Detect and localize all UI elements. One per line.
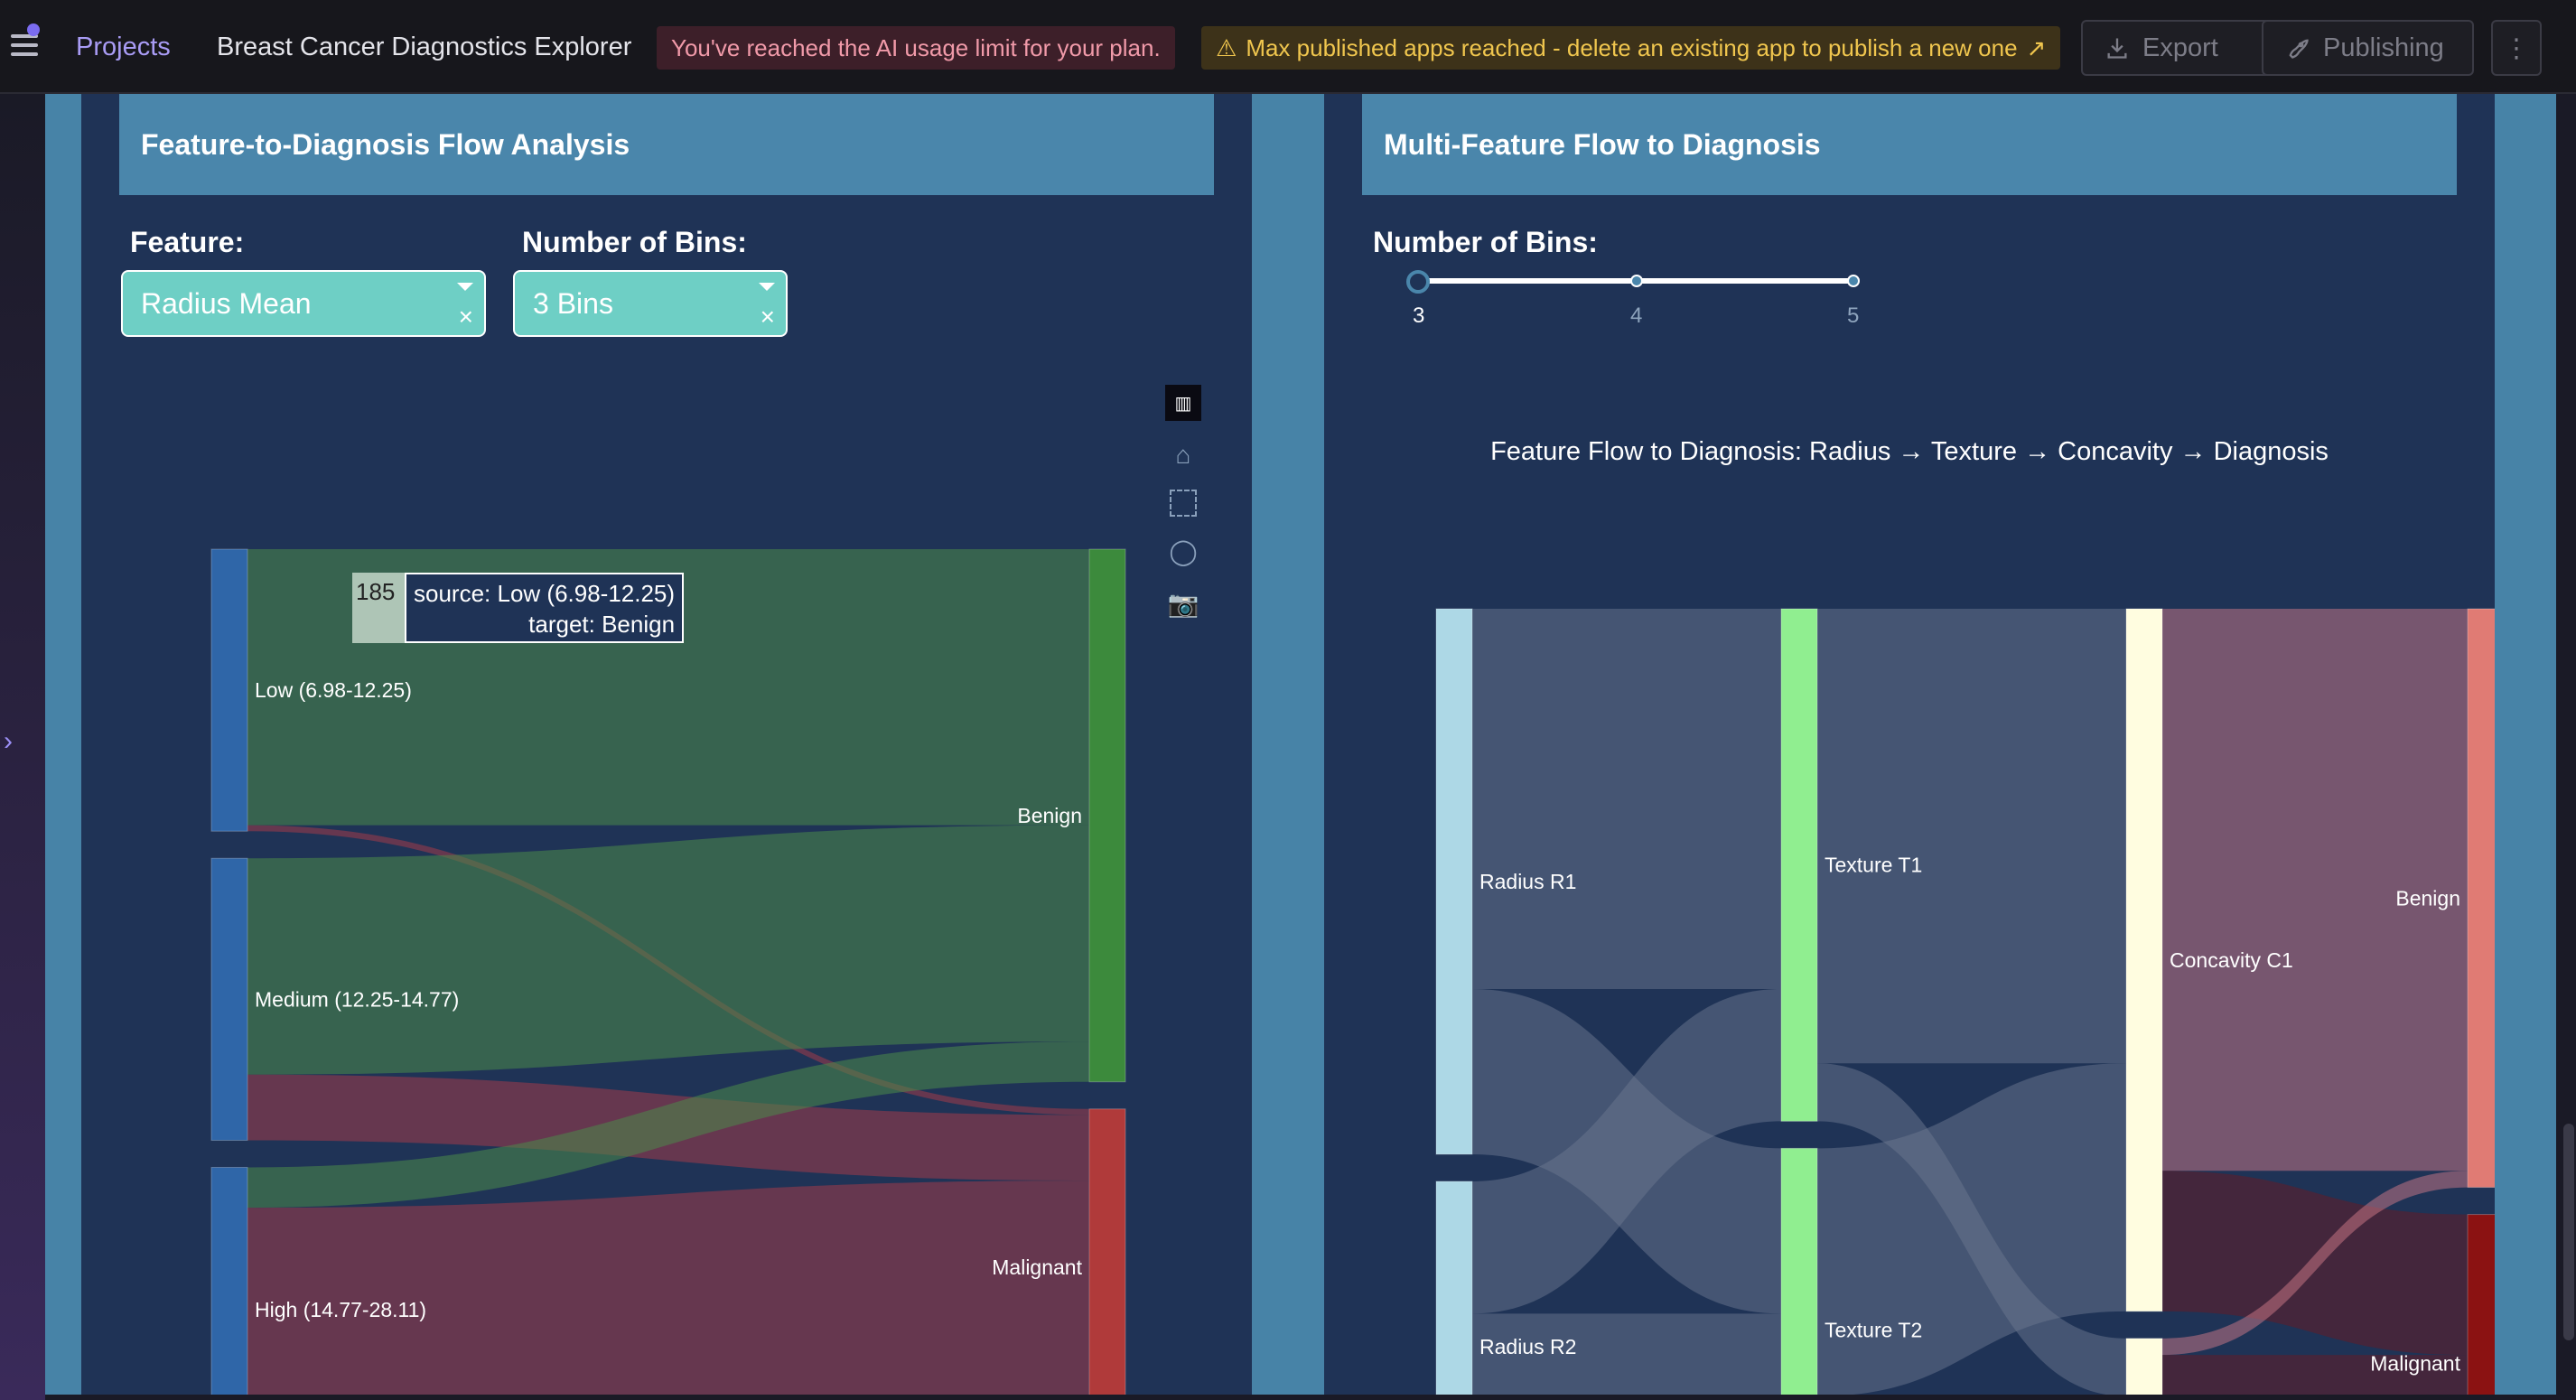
app-title: Breast Cancer Diagnostics Explorer bbox=[217, 33, 632, 61]
rocket-icon bbox=[2289, 39, 2309, 59]
sankey-node-label: Radius R2 bbox=[1479, 1335, 1576, 1358]
publish-warning-badge[interactable]: ⚠ Max published apps reached - delete an… bbox=[1201, 26, 2061, 70]
slider-step-5[interactable] bbox=[1847, 275, 1860, 287]
sankey-node-label: Medium (12.25-14.77) bbox=[255, 987, 459, 1011]
feature-label: Feature: bbox=[130, 226, 245, 258]
right-panel-title: Multi-Feature Flow to Diagnosis bbox=[1362, 94, 2457, 195]
home-icon[interactable]: ⌂ bbox=[1175, 441, 1191, 469]
clear-icon[interactable]: × bbox=[458, 303, 473, 331]
hamburger-menu-icon[interactable] bbox=[9, 31, 42, 63]
sankey-node-label: Radius R1 bbox=[1479, 870, 1576, 893]
sankey-link[interactable] bbox=[1472, 988, 1781, 1314]
sankey-link[interactable] bbox=[2162, 1355, 2468, 1395]
sankey-link[interactable] bbox=[247, 1181, 1089, 1395]
hover-tooltip: 185 source: Low (6.98-12.25) target: Ben… bbox=[352, 573, 685, 643]
clear-icon[interactable]: × bbox=[760, 303, 775, 331]
sankey-link[interactable] bbox=[247, 825, 1089, 1075]
tooltip-source: source: Low (6.98-12.25) bbox=[414, 580, 676, 607]
app-stage: › Feature-to-Diagnosis Flow Analysis Fea… bbox=[0, 94, 2576, 1400]
chevron-right-icon[interactable]: › bbox=[4, 726, 13, 756]
sankey-chart-left: Low (6.98-12.25) Medium (12.25-14.77) High… bbox=[210, 548, 1126, 1395]
slider-tick-5: 5 bbox=[1847, 303, 1860, 328]
bins-slider-handle[interactable] bbox=[1406, 270, 1430, 294]
lasso-icon[interactable]: ◯ bbox=[1169, 537, 1198, 565]
publishing-button[interactable]: Publishing bbox=[2262, 20, 2474, 76]
slider-tick-4: 4 bbox=[1630, 303, 1643, 328]
sankey-node-label: Benign bbox=[1017, 804, 1082, 827]
box-select-icon[interactable] bbox=[1170, 490, 1197, 517]
page-scrollbar[interactable] bbox=[2563, 1124, 2574, 1340]
export-button[interactable]: Export bbox=[2081, 20, 2291, 76]
sankey-node-label: Malignant bbox=[992, 1255, 1082, 1279]
sankey-node-label: Texture T2 bbox=[1825, 1319, 1922, 1342]
more-options-button[interactable]: ⋮ bbox=[2491, 20, 2542, 76]
sankey-link[interactable] bbox=[2162, 1171, 2468, 1356]
export-label: Export bbox=[2142, 33, 2218, 62]
chevron-down-icon[interactable] bbox=[457, 283, 473, 291]
sankey-node[interactable] bbox=[2467, 608, 2495, 1189]
sankey-node-label: Malignant bbox=[2370, 1351, 2460, 1375]
tooltip-count: 185 bbox=[352, 573, 405, 643]
tooltip-text: source: Low (6.98-12.25) target: Benign bbox=[405, 573, 685, 643]
sankey-node-label: High (14.77-28.11) bbox=[255, 1298, 426, 1321]
sankey-node[interactable] bbox=[1435, 1181, 1473, 1395]
sankey-node[interactable] bbox=[1088, 1108, 1126, 1395]
download-icon bbox=[2107, 38, 2127, 59]
tooltip-target: target: Benign bbox=[528, 611, 676, 638]
sankey-node[interactable] bbox=[2125, 608, 2163, 1312]
warning-icon: ⚠ bbox=[1216, 33, 1237, 61]
sankey-node-label: Texture T1 bbox=[1825, 854, 1922, 877]
publish-warning-text: Max published apps reached - delete an e… bbox=[1246, 33, 2018, 61]
sankey-node[interactable] bbox=[210, 548, 248, 832]
sankey-node[interactable] bbox=[1435, 608, 1473, 1155]
left-gutter: › bbox=[0, 94, 45, 1400]
feature-value: Radius Mean bbox=[141, 286, 312, 320]
sankey-link[interactable] bbox=[247, 1041, 1089, 1209]
sankey-link[interactable] bbox=[1817, 609, 2126, 1064]
chevron-down-icon[interactable] bbox=[759, 283, 775, 291]
feature-dropdown[interactable]: Radius Mean × bbox=[121, 270, 486, 337]
sankey-node[interactable] bbox=[1780, 608, 1818, 1122]
sankey-node[interactable] bbox=[1780, 1147, 1818, 1395]
camera-icon[interactable]: 📷 bbox=[1167, 589, 1199, 618]
sankey-chart-right: Radius R1 Radius R2 Texture T1 Texture T2 Co… bbox=[1435, 608, 2495, 1395]
slider-tick-3: 3 bbox=[1413, 303, 1425, 328]
right-chart-title: Feature Flow to Diagnosis: Radius → Text… bbox=[1490, 437, 2329, 466]
publishing-label: Publishing bbox=[2323, 33, 2444, 62]
slider-step-4[interactable] bbox=[1630, 275, 1643, 287]
sankey-node[interactable] bbox=[2125, 1338, 2163, 1395]
sankey-link[interactable] bbox=[2162, 609, 2468, 1171]
sankey-node[interactable] bbox=[1088, 548, 1126, 1083]
ai-limit-notice: You've reached the AI usage limit for yo… bbox=[657, 26, 1175, 70]
sankey-link[interactable] bbox=[1472, 609, 1781, 989]
right-bins-label: Number of Bins: bbox=[1373, 226, 1598, 258]
sankey-node[interactable] bbox=[2467, 1214, 2495, 1395]
more-vertical-icon: ⋮ bbox=[2503, 33, 2530, 63]
left-panel: Feature-to-Diagnosis Flow Analysis Featu… bbox=[81, 94, 1252, 1395]
external-link-icon: ↗ bbox=[2026, 33, 2047, 61]
sankey-node-label: Concavity C1 bbox=[2170, 948, 2293, 972]
bar-chart-icon[interactable]: ▥ bbox=[1165, 385, 1201, 421]
sankey-link[interactable] bbox=[1817, 1063, 2126, 1395]
sankey-node-label: Low (6.98-12.25) bbox=[255, 678, 412, 702]
sankey-node[interactable] bbox=[210, 857, 248, 1141]
projects-link[interactable]: Projects bbox=[76, 33, 171, 61]
notification-dot bbox=[27, 23, 40, 36]
left-panel-title: Feature-to-Diagnosis Flow Analysis bbox=[119, 94, 1214, 195]
bins-value: 3 Bins bbox=[533, 286, 613, 320]
bins-label: Number of Bins: bbox=[522, 226, 747, 258]
app-frame: Feature-to-Diagnosis Flow Analysis Featu… bbox=[45, 94, 2556, 1395]
plot-modebar: ▥ ⌂ ◯ 📷 bbox=[1165, 385, 1201, 638]
top-bar: Projects Breast Cancer Diagnostics Explo… bbox=[0, 0, 2576, 94]
bins-dropdown[interactable]: 3 Bins × bbox=[513, 270, 788, 337]
sankey-node-label: Benign bbox=[2395, 886, 2460, 910]
sankey-node[interactable] bbox=[210, 1166, 248, 1395]
sankey-link[interactable] bbox=[1472, 1313, 1781, 1395]
